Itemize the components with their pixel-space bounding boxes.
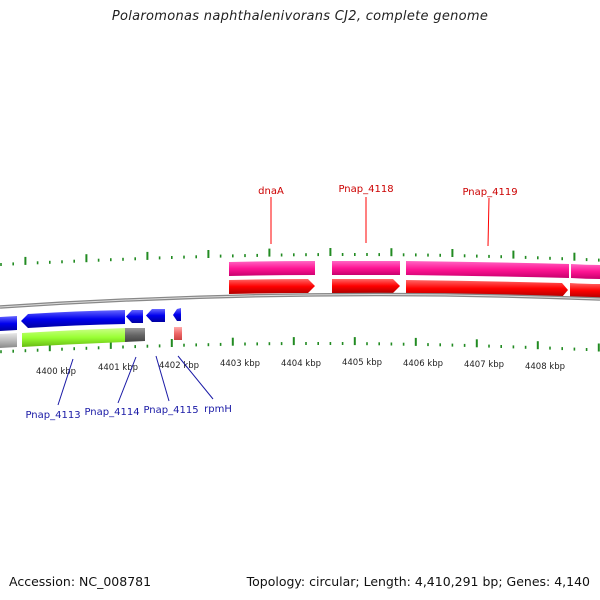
gene-feature-left-partial xyxy=(0,333,17,348)
top-tick-row xyxy=(0,248,600,266)
scale-label-4407: 4407 kbp xyxy=(464,360,504,370)
top-gene-labels: dnaA Pnap_4118 Pnap_4119 xyxy=(258,184,518,247)
gene-feature-next xyxy=(571,264,600,279)
cds-arrow-left-partial xyxy=(0,316,17,331)
cds-arrow-pnap-4113 xyxy=(21,310,125,328)
cds-arrow-pnap-4115 xyxy=(146,309,165,322)
leader-line-rpmh xyxy=(177,355,214,400)
scale-label-4404: 4404 kbp xyxy=(281,359,321,369)
cds-arrow-pnap-4114 xyxy=(126,310,143,323)
bottom-gene-labels: Pnap_4113 Pnap_4114 Pnap_4115 rpmH xyxy=(25,355,232,421)
leader-line-pnap-4114 xyxy=(117,356,137,404)
gene-label-pnap-4119: Pnap_4119 xyxy=(462,187,517,198)
gene-label-dnaa: dnaA xyxy=(258,186,284,197)
accession-text: Accession: NC_008781 xyxy=(9,574,152,589)
gene-label-pnap-4113: Pnap_4113 xyxy=(25,410,80,421)
gene-feature-pnap-4119 xyxy=(406,261,569,278)
cds-arrow-next xyxy=(570,283,600,298)
cds-arrow-pnap-4118 xyxy=(332,279,400,293)
scale-label-4403: 4403 kbp xyxy=(220,359,260,369)
gene-feature-rpmh xyxy=(174,327,182,340)
gene-label-rpmh: rpmH xyxy=(204,404,232,415)
scale-label-4402: 4402 kbp xyxy=(159,361,199,371)
cds-arrow-rpmh xyxy=(173,308,181,321)
leader-line-pnap-4113 xyxy=(57,358,74,406)
cds-arrow-dnaa xyxy=(229,279,315,294)
gene-label-pnap-4115: Pnap_4115 xyxy=(143,405,198,416)
gene-label-pnap-4114: Pnap_4114 xyxy=(84,407,139,418)
cds-arrow-pnap-4119 xyxy=(406,280,568,297)
forward-gene-track xyxy=(229,261,600,279)
scale-label-4405: 4405 kbp xyxy=(342,358,382,368)
scale-label-4408: 4408 kbp xyxy=(525,362,565,372)
scale-label-4406: 4406 kbp xyxy=(403,359,443,369)
forward-cds-track xyxy=(229,279,600,298)
gene-feature-dnaa xyxy=(229,261,315,276)
scale-label-4400: 4400 kbp xyxy=(36,367,76,377)
gene-label-pnap-4118: Pnap_4118 xyxy=(338,184,393,195)
gene-feature-pnap-4113 xyxy=(22,328,125,347)
scale-label-4401: 4401 kbp xyxy=(98,363,138,373)
leader-line-pnap-4115 xyxy=(155,355,170,402)
map-title: Polaromonas naphthalenivorans CJ2, compl… xyxy=(111,9,489,24)
reverse-cds-track xyxy=(0,308,181,331)
scale-labels: 4400 kbp 4401 kbp 4402 kbp 4403 kbp 4404… xyxy=(36,358,565,377)
gene-feature-pnap-4118 xyxy=(332,261,400,275)
genome-summary-text: Topology: circular; Length: 4,410,291 bp… xyxy=(246,574,590,589)
bottom-tick-row xyxy=(0,337,600,354)
leader-line-pnap-4119 xyxy=(487,197,490,247)
reverse-gene-track xyxy=(0,327,182,348)
gene-feature-pnap-4114 xyxy=(125,328,145,342)
